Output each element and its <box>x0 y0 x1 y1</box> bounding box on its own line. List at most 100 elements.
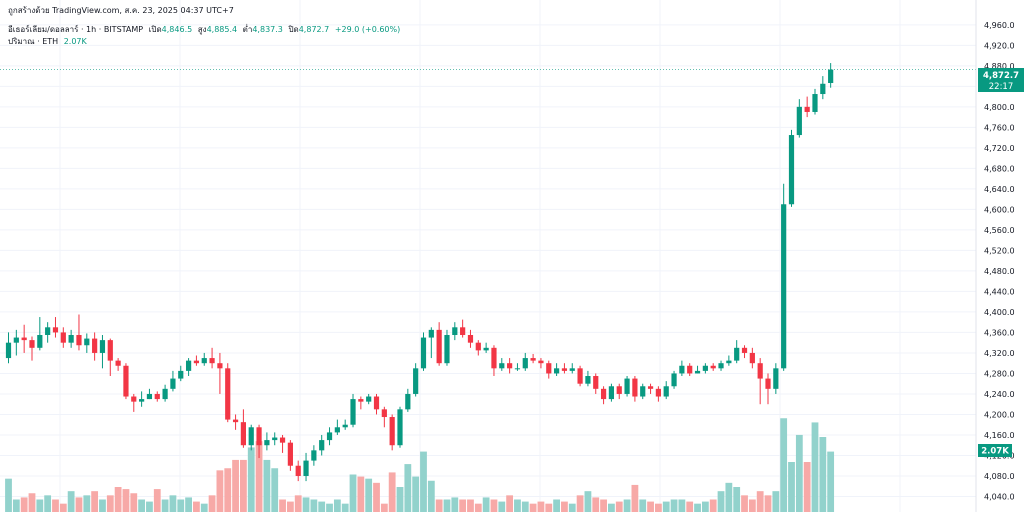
price-tick-label: 4,600.0 <box>984 205 1015 214</box>
attribution: ถูกสร้างด้วย TradingView.com, ส.ค. 23, 2… <box>8 4 237 17</box>
price-tick-label: 4,240.0 <box>984 390 1015 399</box>
candle-body <box>749 352 755 364</box>
legend-ohlc: อีเธอร์เลียม/ดอลลาร์ · 1h · BITSTAMP เปิ… <box>8 23 403 36</box>
candle-body <box>522 358 528 369</box>
candle <box>820 76 826 100</box>
volume-bar <box>20 497 28 512</box>
candle-body <box>687 365 693 374</box>
volume-bar <box>670 499 678 512</box>
candle-body <box>593 376 599 389</box>
volume-badge: 2.07K <box>978 444 1012 457</box>
candle <box>240 409 246 448</box>
volume-bar <box>514 499 521 512</box>
volume-bars <box>5 418 835 512</box>
candle <box>600 386 607 405</box>
candle <box>232 414 239 430</box>
price-tick-label: 4,680.0 <box>984 164 1015 173</box>
volume-value: 2.07K <box>63 37 87 46</box>
volume-bar <box>146 501 153 512</box>
volume-bar <box>373 482 380 512</box>
candle-body <box>84 338 90 346</box>
attribution-text: ถูกสร้างด้วย TradingView.com, ส.ค. 23, 2… <box>8 6 234 15</box>
volume-bar <box>592 497 600 512</box>
candle <box>804 96 810 118</box>
candle <box>397 406 403 448</box>
candle <box>131 393 137 412</box>
candle <box>256 424 262 459</box>
volume-bar <box>576 495 584 512</box>
candle <box>608 383 615 402</box>
volume-bar <box>333 499 341 512</box>
candle-body <box>272 437 278 441</box>
candle <box>452 322 458 341</box>
low-value: 4,837.3 <box>252 25 283 34</box>
symbol-label[interactable]: อีเธอร์เลียม/ดอลลาร์ · 1h · BITSTAMP <box>8 25 144 34</box>
candle <box>92 332 98 361</box>
price-axis[interactable]: 4,960.04,920.04,880.04,840.04,800.04,760… <box>984 21 1015 502</box>
candle <box>76 314 82 351</box>
candle <box>52 317 59 338</box>
candle <box>21 324 27 353</box>
price-tick-label: 4,040.0 <box>984 492 1015 501</box>
candle-body <box>232 419 239 423</box>
candle-countdown: 22:17 <box>989 82 1014 92</box>
volume-bar <box>647 501 654 512</box>
volume-bar <box>122 489 130 512</box>
candle-body <box>616 386 622 394</box>
candle <box>436 322 442 366</box>
candle <box>178 365 184 382</box>
candle <box>507 358 513 374</box>
candle-body <box>162 388 168 400</box>
price-tick-label: 4,360.0 <box>984 328 1015 337</box>
candlesticks <box>5 63 834 482</box>
candle-body <box>452 327 458 335</box>
candle-body <box>420 337 427 369</box>
price-tick-label: 4,960.0 <box>984 21 1015 30</box>
volume-bar <box>717 491 725 512</box>
volume-bar <box>153 489 161 512</box>
candle <box>295 460 301 482</box>
candle <box>115 358 121 371</box>
candle-body <box>491 347 497 369</box>
candle-body <box>530 358 536 361</box>
price-tick-label: 4,480.0 <box>984 267 1015 276</box>
volume-bar <box>490 499 498 512</box>
last-price-value: 4,872.7 <box>983 71 1019 81</box>
volume-bar <box>608 503 615 512</box>
volume-bar <box>341 503 349 512</box>
volume-bar <box>83 495 91 512</box>
candle-body <box>405 393 411 410</box>
candle-body <box>381 409 387 418</box>
candle <box>694 365 701 374</box>
volume-bar <box>216 470 224 512</box>
price-tick-label: 4,640.0 <box>984 185 1015 194</box>
candle <box>201 352 207 366</box>
candle-body <box>507 363 513 369</box>
candle <box>781 183 787 371</box>
candle-body <box>217 363 223 369</box>
volume-bar <box>240 459 247 512</box>
volume-label[interactable]: ปริมาณ · ETH <box>8 37 59 46</box>
candle <box>710 363 716 371</box>
price-tick-label: 4,800.0 <box>984 103 1015 112</box>
candle-body <box>52 327 59 333</box>
volume-bar <box>561 501 568 512</box>
candle-body <box>483 347 489 351</box>
volume-bar <box>803 462 811 512</box>
candle-body <box>624 378 630 394</box>
candle-body <box>358 399 364 402</box>
candle <box>522 352 528 371</box>
candle <box>123 363 129 400</box>
price-tick-label: 4,520.0 <box>984 246 1015 255</box>
candle <box>569 363 575 374</box>
candle-body <box>741 347 748 353</box>
candle-body <box>694 370 701 374</box>
candle-body <box>170 378 176 389</box>
candle-body <box>828 69 834 84</box>
high-value: 4,885.4 <box>206 25 238 34</box>
volume-bar <box>654 503 662 512</box>
change-value: +29.0 (+0.60%) <box>334 25 401 34</box>
volume-bar <box>686 501 694 512</box>
legend-volume: ปริมาณ · ETH 2.07K <box>8 35 90 48</box>
